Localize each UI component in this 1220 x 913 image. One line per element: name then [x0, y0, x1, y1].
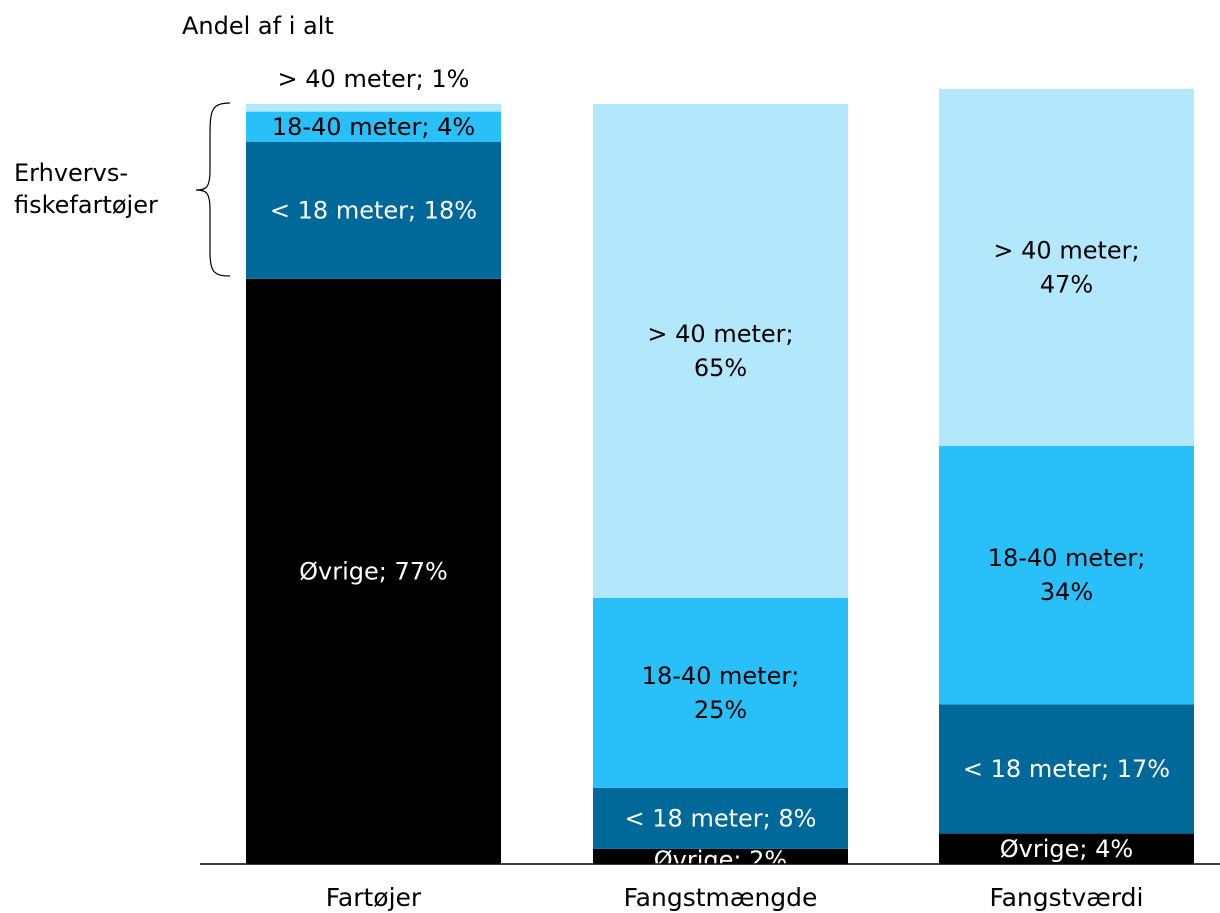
data-label: < 18 meter; 17% [963, 755, 1170, 783]
bar-segment [593, 598, 848, 788]
data-label: > 40 meter; 47% [993, 236, 1139, 298]
bar-segment [246, 104, 501, 112]
bar-segment [593, 848, 848, 864]
data-label: 18-40 meter; 25% [642, 662, 800, 724]
annotation-group: Erhvervs-fiskefartøjer [14, 102, 231, 277]
data-label: 18-40 meter; 4% [272, 113, 475, 141]
data-label: Øvrige; 2% [654, 846, 787, 874]
category-labels-group: Fartøjer Fangstmængde Fangstværdi [326, 883, 1144, 912]
data-label: < 18 meter; 8% [625, 804, 817, 832]
bar-segment [246, 111, 501, 142]
brace-icon [195, 102, 231, 277]
annotation-label: Erhvervs-fiskefartøjer [14, 159, 158, 219]
bar-segment [939, 833, 1194, 864]
category-label: Fartøjer [326, 883, 422, 912]
bar-segment [246, 142, 501, 279]
data-label: 18-40 meter; 34% [988, 544, 1146, 606]
data-label: Øvrige; 77% [299, 557, 448, 585]
data-label: Øvrige; 4% [1000, 835, 1133, 863]
bar-segment [939, 446, 1194, 705]
bar-segment [593, 104, 848, 598]
bar-segment [246, 278, 501, 864]
data-label: > 40 meter; 65% [647, 320, 793, 382]
bar-segment [939, 704, 1194, 834]
data-labels-group: Øvrige; 77% < 18 meter; 18% 18-40 meter; 4… [270, 65, 1170, 874]
category-label: Fangstværdi [990, 883, 1144, 912]
category-label: Fangstmængde [624, 883, 818, 912]
bars-group [246, 88, 1194, 864]
bar-segment [593, 788, 848, 849]
y-axis-label: Andel af i alt [182, 12, 334, 40]
bar-segment [939, 88, 1194, 447]
data-label: < 18 meter; 18% [270, 196, 477, 224]
data-label: > 40 meter; 1% [278, 65, 470, 93]
